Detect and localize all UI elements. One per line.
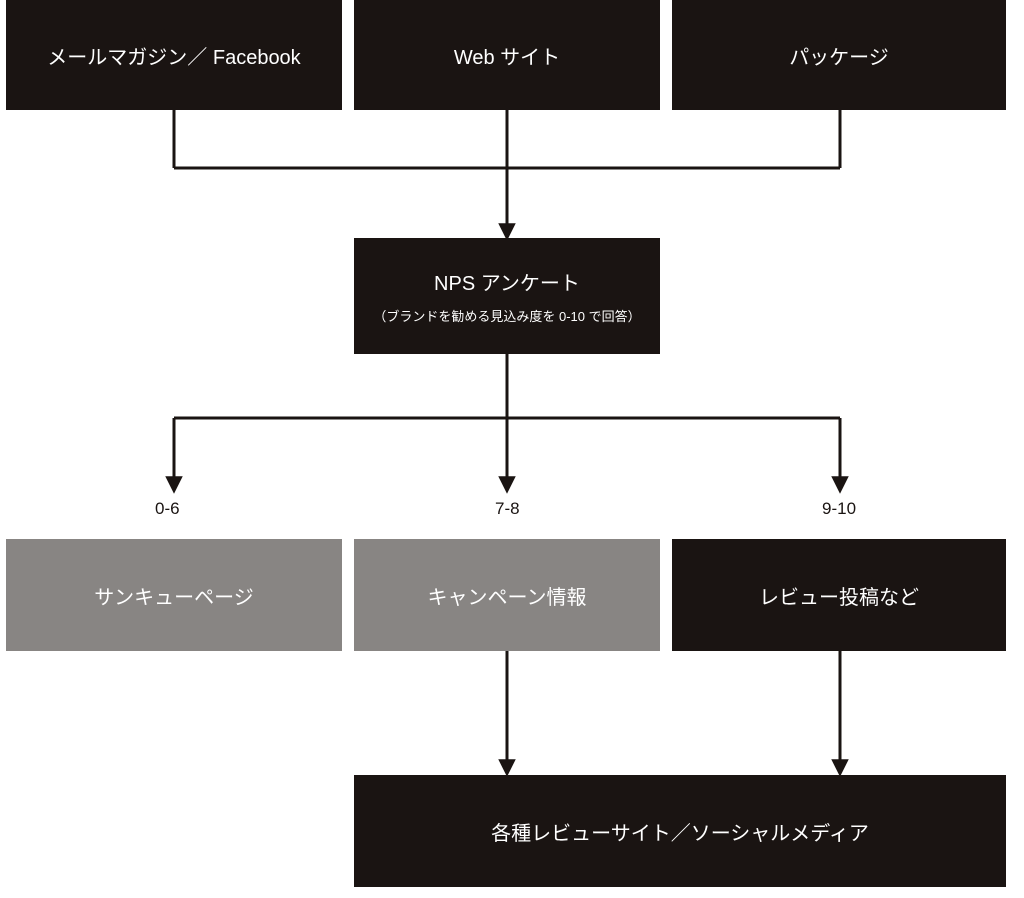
node-label: パッケージ (789, 41, 889, 70)
node-label: サンキューページ (94, 581, 254, 610)
node-nps-survey: NPS アンケート （ブランドを勧める見込み度を 0-10 で回答） (354, 238, 660, 354)
node-source-website: Web サイト (354, 0, 660, 110)
node-label: メールマガジン／ Facebook (47, 41, 300, 70)
node-review-sites-social: 各種レビューサイト／ソーシャルメディア (354, 775, 1006, 887)
branch-label-low: 0-6 (155, 499, 180, 519)
node-label: 各種レビューサイト／ソーシャルメディア (491, 817, 869, 846)
node-label: Web サイト (454, 41, 560, 70)
branch-label-mid: 7-8 (495, 499, 520, 519)
node-output-thankyou: サンキューページ (6, 539, 342, 651)
node-subtitle: （ブランドを勧める見込み度を 0-10 で回答） (373, 306, 640, 325)
branch-label-high: 9-10 (822, 499, 856, 519)
node-output-campaign: キャンペーン情報 (354, 539, 660, 651)
node-label: キャンペーン情報 (428, 581, 587, 610)
flowchart-connectors (0, 0, 1024, 898)
node-source-mail-facebook: メールマガジン／ Facebook (6, 0, 342, 110)
node-label: レビュー投稿など (759, 581, 919, 610)
node-title: NPS アンケート (434, 267, 580, 296)
node-source-package: パッケージ (672, 0, 1006, 110)
node-output-review: レビュー投稿など (672, 539, 1006, 651)
